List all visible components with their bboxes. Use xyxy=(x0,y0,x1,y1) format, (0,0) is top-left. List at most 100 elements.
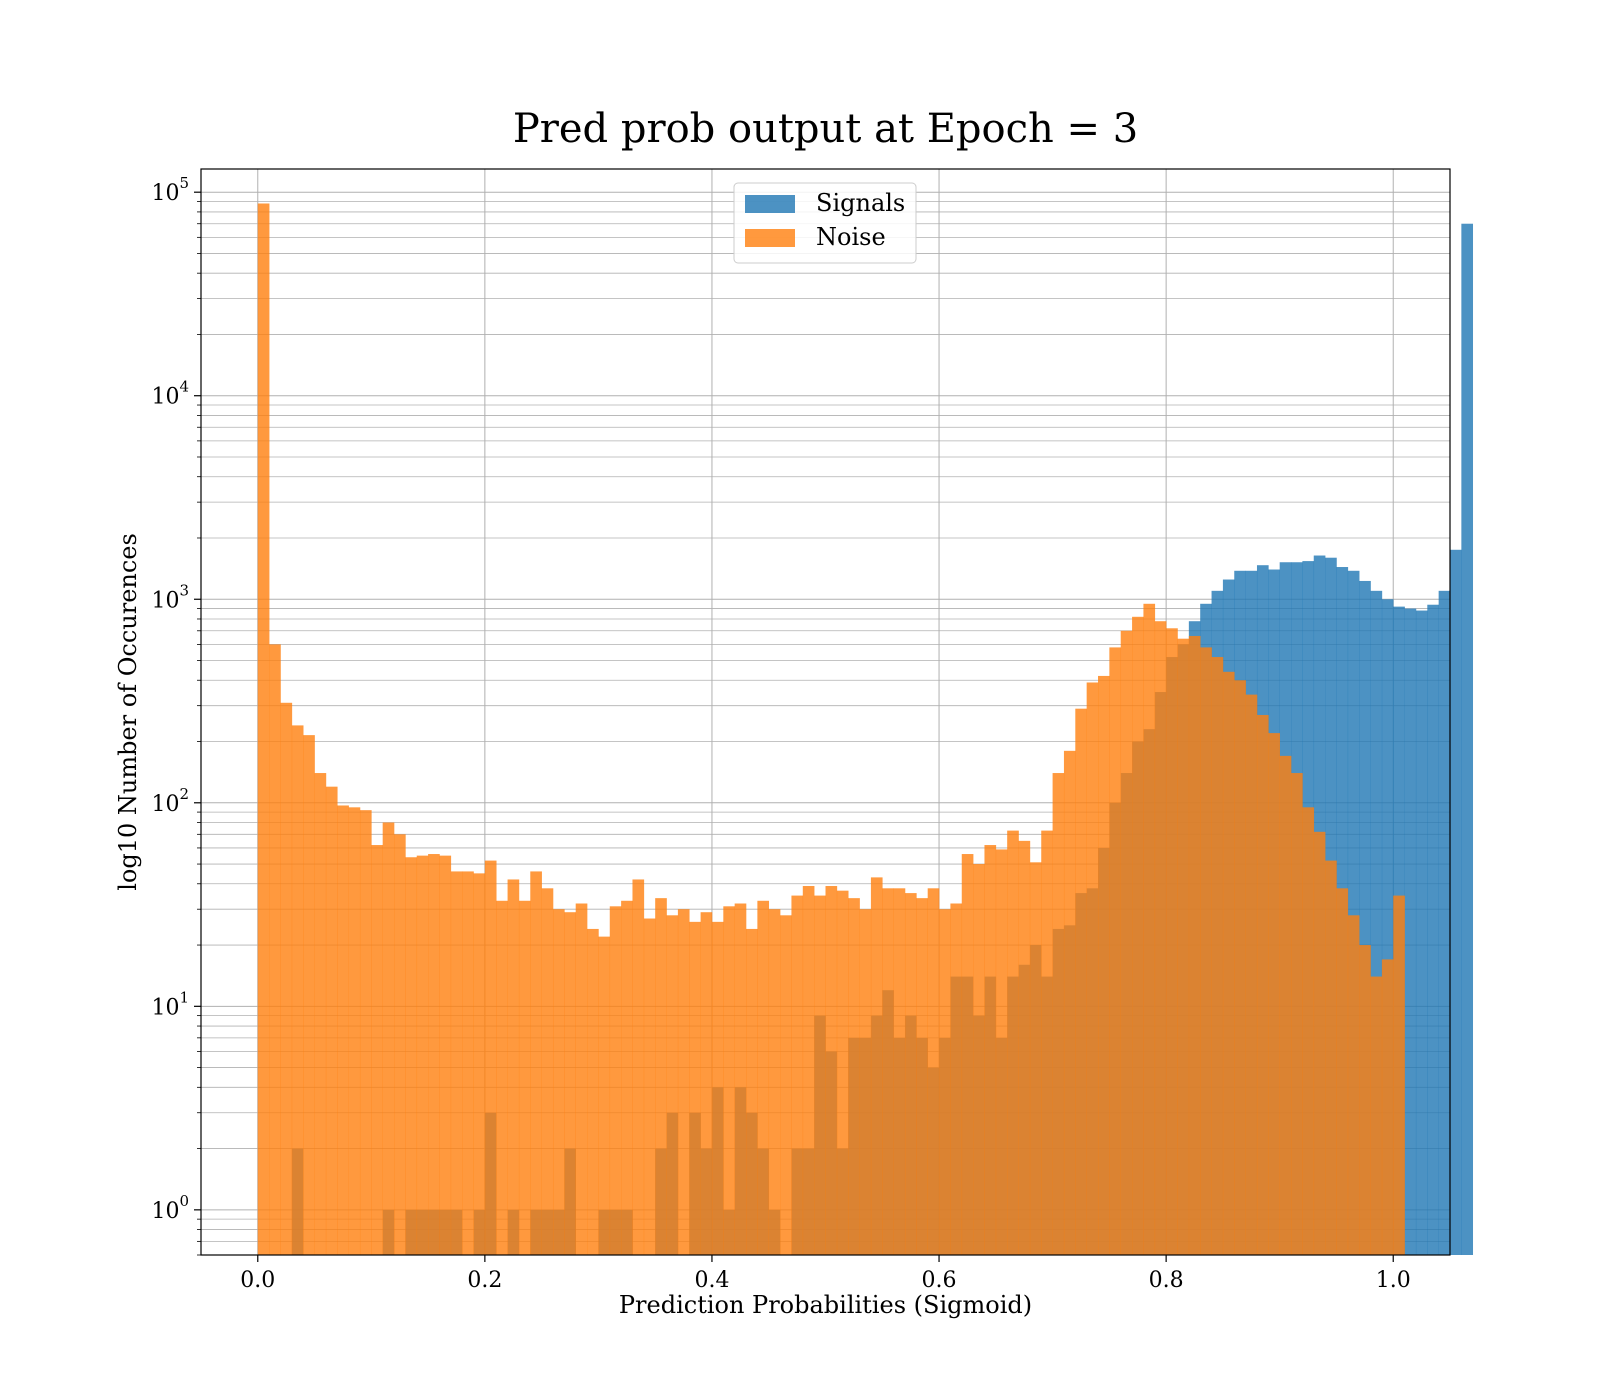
bar-noise-38 xyxy=(689,921,701,1255)
bar-noise-82 xyxy=(1188,635,1201,1255)
bar-noise-78 xyxy=(1143,603,1156,1255)
bar-noise-58 xyxy=(916,898,928,1255)
bar-signals-104 xyxy=(1438,590,1451,1255)
bar-signals-98 xyxy=(1370,590,1383,1255)
x-tick-label: 0.4 xyxy=(694,1268,729,1293)
bar-noise-14 xyxy=(416,855,429,1255)
y-tick-label: 100 xyxy=(151,1192,189,1224)
bar-noise-69 xyxy=(1041,830,1053,1255)
bar-noise-7 xyxy=(337,805,349,1255)
bar-noise-66 xyxy=(1007,830,1019,1255)
bar-noise-34 xyxy=(643,918,656,1255)
x-tick-label: 0.2 xyxy=(467,1268,502,1293)
bar-noise-64 xyxy=(984,845,997,1255)
bar-noise-94 xyxy=(1325,860,1337,1255)
bar-noise-51 xyxy=(836,890,849,1255)
bar-noise-8 xyxy=(348,807,361,1255)
bar-noise-93 xyxy=(1313,831,1326,1255)
y-tick-label: 103 xyxy=(151,581,189,613)
legend: Signals Noise xyxy=(733,182,917,264)
bar-noise-33 xyxy=(632,879,645,1255)
bar-noise-20 xyxy=(484,860,497,1255)
bar-noise-91 xyxy=(1291,773,1303,1255)
legend-swatch-noise xyxy=(745,229,795,247)
bar-noise-68 xyxy=(1029,862,1042,1255)
bar-noise-30 xyxy=(598,936,611,1255)
bar-noise-19 xyxy=(473,873,486,1255)
bar-noise-2 xyxy=(280,702,293,1255)
bar-noise-86 xyxy=(1234,680,1246,1255)
bar-noise-65 xyxy=(995,849,1008,1255)
bar-signals-99 xyxy=(1381,599,1394,1255)
bar-noise-73 xyxy=(1086,682,1099,1255)
y-tick-exponent: 5 xyxy=(179,174,189,192)
y-tick-base: 10 xyxy=(151,181,179,206)
bar-noise-76 xyxy=(1120,630,1133,1255)
bar-noise-35 xyxy=(655,898,667,1255)
bar-noise-31 xyxy=(609,906,622,1255)
bar-noise-43 xyxy=(746,928,758,1255)
bar-noise-75 xyxy=(1109,647,1122,1255)
bar-noise-22 xyxy=(507,879,520,1255)
bar-noise-84 xyxy=(1211,657,1224,1255)
bar-noise-89 xyxy=(1268,733,1280,1255)
y-tick-exponent: 4 xyxy=(179,378,189,396)
x-axis-label: Prediction Probabilities (Sigmoid) xyxy=(619,1291,1032,1319)
bar-noise-99 xyxy=(1381,959,1394,1255)
y-tick-base: 10 xyxy=(151,995,179,1020)
bar-noise-74 xyxy=(1098,675,1110,1255)
bar-noise-61 xyxy=(950,903,963,1255)
bar-noise-3 xyxy=(291,725,304,1255)
bar-noise-13 xyxy=(405,857,418,1255)
legend-swatch-signals xyxy=(745,195,795,213)
bar-noise-97 xyxy=(1359,945,1371,1255)
bar-noise-53 xyxy=(859,909,872,1255)
bar-noise-81 xyxy=(1177,638,1190,1255)
bar-noise-11 xyxy=(382,822,395,1255)
bar-noise-27 xyxy=(564,912,576,1255)
bar-noise-40 xyxy=(711,921,724,1255)
bar-noise-67 xyxy=(1018,840,1031,1255)
x-tick-label: 0.8 xyxy=(1149,1268,1184,1293)
y-tick-label: 102 xyxy=(151,785,189,817)
bar-noise-100 xyxy=(1393,895,1405,1255)
y-tick-exponent: 3 xyxy=(179,581,189,599)
y-tick-exponent: 0 xyxy=(179,1192,189,1210)
bar-noise-5 xyxy=(314,773,327,1255)
bar-noise-18 xyxy=(462,871,474,1255)
bar-noise-59 xyxy=(927,888,940,1255)
y-axis-label: log10 Number of Occurences xyxy=(114,533,142,891)
y-tick-base: 10 xyxy=(151,792,179,817)
bar-noise-77 xyxy=(1132,616,1144,1255)
bar-noise-23 xyxy=(518,900,531,1255)
legend-label-signals: Signals xyxy=(816,189,905,217)
bar-noise-26 xyxy=(552,909,565,1255)
bar-signals-105 xyxy=(1450,549,1462,1255)
bar-noise-72 xyxy=(1075,708,1087,1255)
y-tick-base: 10 xyxy=(151,385,179,410)
bar-signals-97 xyxy=(1359,580,1371,1255)
bar-signals-106 xyxy=(1461,223,1474,1256)
legend-label-noise: Noise xyxy=(816,223,886,251)
y-tick-exponent: 1 xyxy=(179,988,189,1006)
bar-noise-55 xyxy=(882,888,894,1255)
bar-noise-50 xyxy=(825,886,838,1255)
bar-noise-52 xyxy=(848,898,860,1255)
x-tick-label: 0.6 xyxy=(922,1268,957,1293)
bar-noise-92 xyxy=(1302,807,1315,1255)
y-tick-label: 105 xyxy=(151,174,189,206)
bar-noise-54 xyxy=(870,877,883,1255)
bar-noise-96 xyxy=(1347,915,1360,1255)
bar-noise-71 xyxy=(1063,750,1076,1255)
series-noise xyxy=(257,203,1405,1256)
bar-noise-49 xyxy=(814,895,826,1255)
bar-noise-88 xyxy=(1256,714,1269,1255)
chart-title: Pred prob output at Epoch = 3 xyxy=(513,106,1138,152)
bar-noise-98 xyxy=(1370,976,1383,1255)
y-tick-base: 10 xyxy=(151,1199,179,1224)
histogram-bars xyxy=(257,203,1474,1256)
bar-signals-96 xyxy=(1347,570,1360,1255)
bar-noise-44 xyxy=(757,900,770,1255)
x-axis-ticks: 0.0 0.2 0.4 0.6 0.8 1.0 xyxy=(240,1255,1411,1293)
